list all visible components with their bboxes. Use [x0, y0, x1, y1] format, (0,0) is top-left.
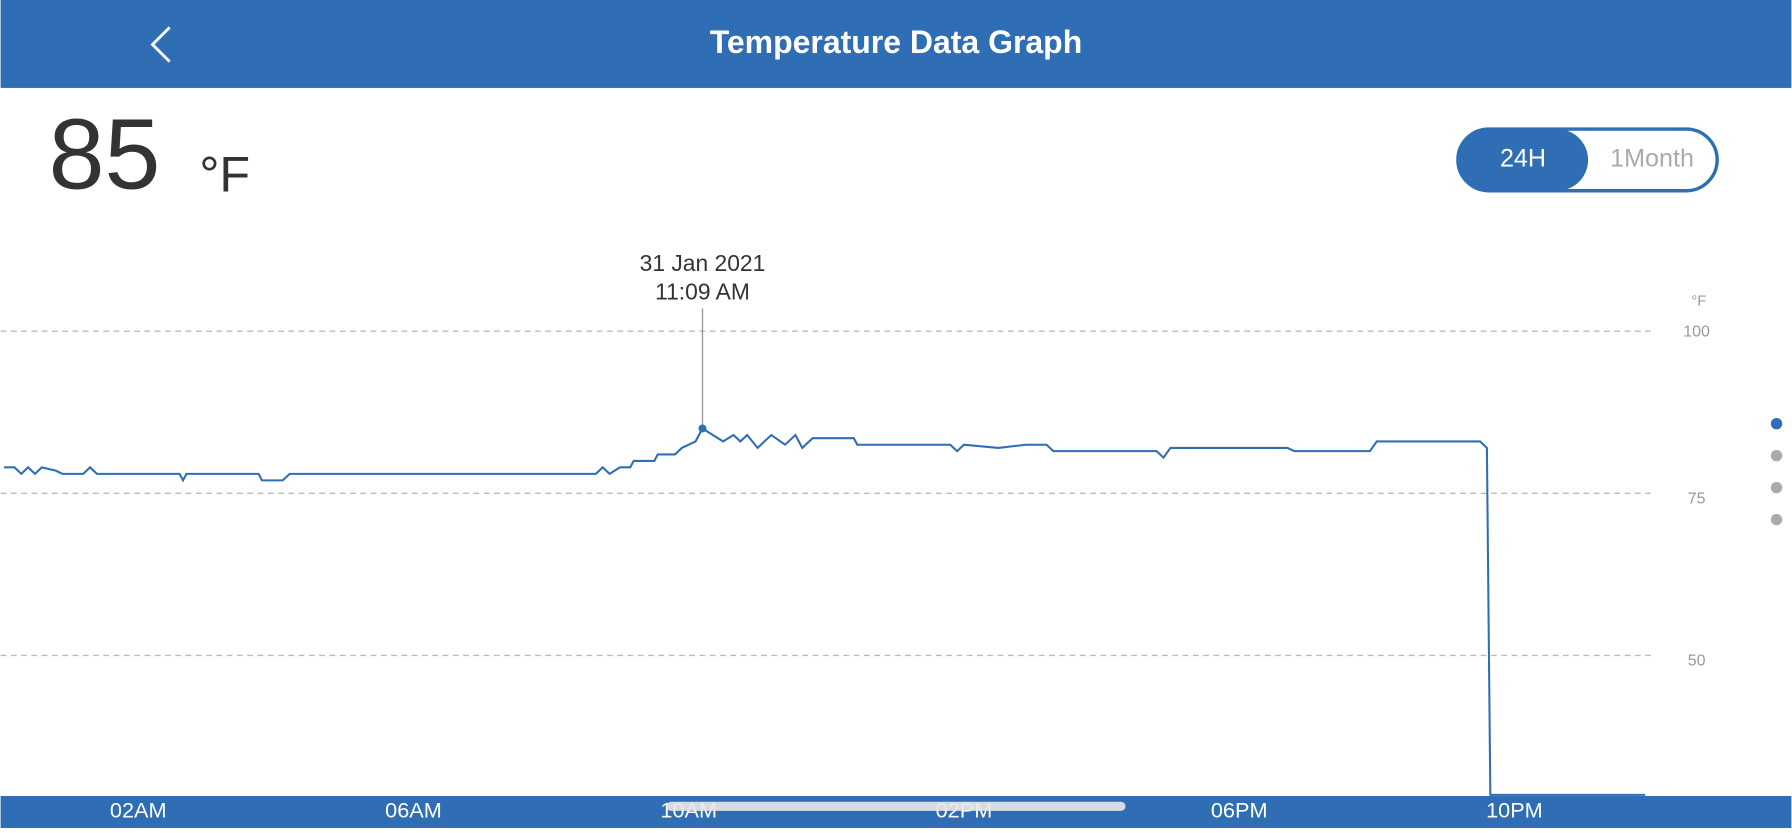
header-bar — [0, 0, 1792, 88]
x-tick-label: 02AM — [110, 798, 167, 823]
x-tick-label: 06AM — [385, 798, 442, 823]
header-title: Temperature Data Graph — [710, 24, 1082, 60]
toggle-selected — [1457, 129, 1589, 191]
highlight-point — [698, 424, 707, 433]
reading-value: 85 — [49, 99, 161, 211]
y-tick-label: 100 — [1683, 324, 1710, 341]
x-tick-label: 10PM — [1486, 798, 1543, 823]
page-dot[interactable] — [1770, 481, 1783, 494]
tooltip-time: 11:09 AM — [655, 279, 750, 305]
plot: 507510002AM06AM10AM02PM06PM10PM31 Jan 20… — [0, 250, 1710, 823]
reading-unit: °F — [199, 146, 250, 202]
back-button[interactable] — [150, 26, 171, 63]
temperature-line — [4, 427, 1646, 796]
page-dot[interactable] — [1770, 513, 1783, 526]
y-unit: °F — [1691, 293, 1706, 309]
y-tick-label: 50 — [1688, 652, 1706, 669]
x-tick-label: 06PM — [1211, 798, 1268, 823]
x-axis-bar — [0, 796, 1792, 828]
home-indicator — [666, 801, 1126, 811]
y-tick-label: 75 — [1688, 490, 1706, 507]
tooltip-date: 31 Jan 2021 — [640, 250, 766, 276]
page-dot[interactable] — [1770, 417, 1783, 430]
toggle-1month[interactable]: 1Month — [1610, 145, 1694, 173]
toggle-24h[interactable]: 24H — [1500, 145, 1546, 173]
page-dot[interactable] — [1770, 449, 1783, 462]
